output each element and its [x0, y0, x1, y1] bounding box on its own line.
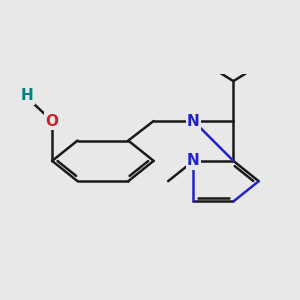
- Text: O: O: [46, 113, 59, 128]
- Text: N: N: [187, 153, 200, 168]
- Text: H: H: [21, 88, 34, 103]
- Text: N: N: [187, 113, 200, 128]
